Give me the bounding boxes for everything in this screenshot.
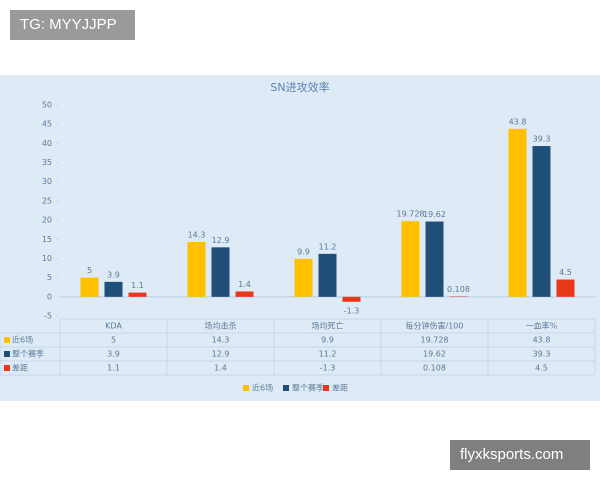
table-cell: 4.5 [535, 364, 548, 373]
x-tick-label: 每分钟伤害/100 [406, 321, 464, 331]
x-tick-label: 场均击杀 [205, 321, 237, 331]
table-cell: 1.4 [214, 364, 227, 373]
y-tick-label: 50 [42, 101, 52, 110]
bar [104, 281, 123, 297]
legend-label: 近6场 [252, 383, 273, 393]
legend-swatch [283, 385, 289, 391]
data-label: 43.8 [509, 117, 527, 126]
x-tick-label: 场均死亡 [312, 321, 344, 331]
table-cell: 39.3 [533, 350, 551, 359]
watermark: TG: MYYJJPP [10, 10, 135, 40]
table-series-name: 差距 [12, 363, 28, 373]
legend-swatch [243, 385, 249, 391]
data-label: 19.728 [397, 210, 425, 219]
y-tick-label: -5 [44, 312, 52, 321]
y-tick-label: 20 [42, 216, 52, 225]
table-cell: 14.3 [212, 336, 230, 345]
bar [401, 221, 420, 297]
y-tick-label: 10 [42, 254, 52, 263]
y-tick-label: 45 [42, 120, 52, 129]
data-label: 0.108 [447, 285, 470, 294]
table-series-name: 整个赛季 [12, 349, 44, 359]
table-cell: 5 [111, 336, 116, 345]
data-label: 4.5 [559, 268, 572, 277]
chart: SN进攻效率 -5 0 5 10 15 20 25 30 35 40 45 50 KDA 5 5 3.9 3.9… [0, 75, 600, 401]
bar [128, 292, 147, 297]
bar [508, 128, 527, 297]
table-cell: 1.1 [107, 364, 120, 373]
legend-label: 整个赛季 [292, 383, 324, 393]
table-legend-swatch [4, 351, 10, 357]
chart-title: SN进攻效率 [270, 80, 329, 94]
bar [318, 253, 337, 297]
legend-label: 差距 [332, 383, 348, 393]
bar [187, 241, 206, 297]
x-tick-label: KDA [105, 322, 122, 331]
data-label: 1.1 [131, 281, 144, 290]
data-label: 9.9 [297, 247, 310, 256]
table-cell: 43.8 [533, 336, 551, 345]
data-label: 5 [87, 266, 92, 275]
y-tick-label: 40 [42, 139, 52, 148]
y-tick-label: 25 [42, 196, 52, 205]
bar [294, 258, 313, 297]
data-label: 14.3 [188, 230, 206, 239]
bar [425, 221, 444, 297]
data-label: 1.4 [238, 280, 251, 289]
legend-swatch [323, 385, 329, 391]
bar [235, 291, 254, 297]
table-cell: 12.9 [212, 350, 230, 359]
bar [532, 146, 551, 297]
bar [342, 296, 361, 302]
table-cell: -1.3 [320, 364, 336, 373]
data-label: 19.62 [423, 210, 446, 219]
table-cell: 19.728 [421, 336, 449, 345]
table-legend-swatch [4, 365, 10, 371]
data-label: 39.3 [533, 135, 551, 144]
table-cell: 9.9 [321, 336, 334, 345]
watermark: flyxksports.com [450, 440, 590, 470]
data-label: 11.2 [319, 242, 337, 251]
bar [556, 279, 575, 297]
table-cell: 11.2 [319, 350, 337, 359]
table-cell: 19.62 [423, 350, 446, 359]
y-tick-label: 5 [47, 273, 52, 282]
data-label: 12.9 [212, 236, 230, 245]
table-cell: 0.108 [423, 364, 446, 373]
data-label: -1.3 [344, 306, 360, 315]
x-tick-label: 一血率% [526, 321, 558, 331]
y-tick-label: 30 [42, 177, 52, 186]
y-tick-label: 35 [42, 158, 52, 167]
bar [211, 247, 230, 297]
table-series-name: 近6场 [12, 335, 33, 345]
table-legend-swatch [4, 337, 10, 343]
data-label: 3.9 [107, 270, 120, 279]
y-tick-label: 15 [42, 235, 52, 244]
bar [80, 277, 99, 297]
table-cell: 3.9 [107, 350, 120, 359]
y-tick-label: 0 [47, 292, 52, 301]
